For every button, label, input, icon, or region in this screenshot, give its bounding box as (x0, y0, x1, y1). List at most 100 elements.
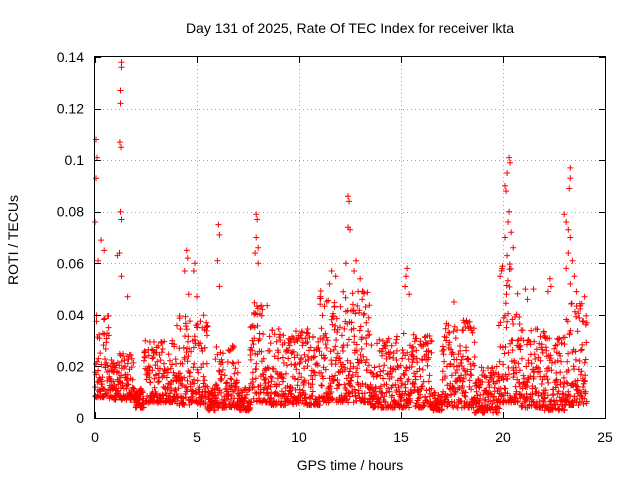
data-point (252, 250, 259, 256)
data-point (388, 374, 395, 380)
data-point (235, 359, 242, 366)
data-point (309, 376, 316, 383)
data-point (194, 321, 201, 327)
data-point (443, 334, 450, 341)
data-point (150, 354, 157, 361)
data-point (499, 344, 506, 351)
data-point (192, 260, 198, 267)
data-point (447, 360, 454, 367)
data-point (564, 358, 571, 365)
data-point (155, 379, 161, 386)
data-point (496, 405, 503, 412)
data-point (537, 333, 544, 340)
data-point (233, 383, 240, 390)
data-point (332, 372, 338, 379)
data-point (310, 368, 317, 375)
data-point (450, 328, 457, 335)
data-point (554, 390, 561, 397)
data-point (151, 384, 158, 391)
data-point (442, 373, 449, 380)
data-point (255, 244, 262, 251)
data-point (414, 359, 421, 366)
data-point (348, 377, 355, 384)
data-point (508, 229, 515, 236)
data-point (390, 350, 397, 357)
data-point (410, 343, 416, 350)
data-point (332, 273, 339, 280)
data-point (139, 387, 146, 394)
data-point (560, 374, 567, 381)
data-point (500, 392, 507, 399)
data-point (123, 385, 130, 392)
data-point (440, 346, 447, 353)
data-point (248, 344, 255, 351)
data-point (290, 335, 297, 341)
data-point (394, 347, 400, 354)
data-point (528, 360, 535, 367)
data-point (565, 250, 572, 256)
data-point (504, 252, 511, 259)
data-point (451, 323, 458, 330)
data-point (478, 364, 485, 371)
data-point (168, 385, 175, 392)
data-point (260, 371, 267, 378)
data-point (428, 338, 435, 345)
data-point (561, 334, 568, 341)
data-point (458, 398, 465, 405)
data-point (360, 312, 367, 318)
y-tick-label: 0 (76, 410, 84, 426)
data-point (568, 300, 575, 307)
data-point (379, 352, 386, 359)
data-point (359, 334, 365, 341)
data-point (579, 318, 586, 325)
grid-lines (95, 57, 605, 418)
data-point (291, 375, 298, 382)
data-point (520, 372, 527, 379)
data-point (293, 366, 300, 373)
data-point (262, 375, 269, 382)
data-point (157, 365, 163, 372)
data-point (413, 335, 420, 342)
data-point (439, 406, 446, 413)
data-point (496, 358, 503, 365)
data-point (502, 343, 509, 350)
data-point (444, 363, 450, 370)
data-point (383, 389, 390, 396)
data-point (358, 357, 365, 364)
data-point (563, 265, 570, 272)
data-point (470, 404, 477, 411)
data-point (347, 360, 354, 366)
data-point (462, 371, 469, 378)
data-point (197, 340, 204, 347)
data-point (328, 316, 335, 323)
data-point (230, 360, 237, 367)
data-point (458, 356, 465, 363)
data-point (499, 263, 506, 270)
data-point (441, 358, 448, 365)
data-point (353, 341, 360, 348)
data-point (510, 374, 517, 381)
data-point (94, 379, 101, 386)
data-point (426, 333, 433, 339)
data-point (167, 365, 174, 372)
data-point (114, 252, 121, 259)
data-point (535, 389, 542, 396)
data-point (334, 385, 340, 392)
data-point (439, 393, 445, 400)
data-point (342, 364, 348, 371)
data-point (146, 374, 153, 381)
data-point (419, 366, 426, 373)
data-point (322, 354, 329, 361)
data-point (461, 392, 468, 399)
y-tick-label: 0.08 (57, 204, 84, 220)
data-point (273, 338, 280, 345)
data-point (405, 376, 412, 383)
data-point (511, 359, 518, 366)
data-point (403, 365, 410, 372)
data-point (330, 313, 337, 320)
y-tick-label: 0.12 (57, 101, 84, 117)
data-point (112, 396, 119, 403)
data-point (444, 382, 451, 389)
data-point (505, 349, 512, 356)
data-point (318, 382, 325, 389)
